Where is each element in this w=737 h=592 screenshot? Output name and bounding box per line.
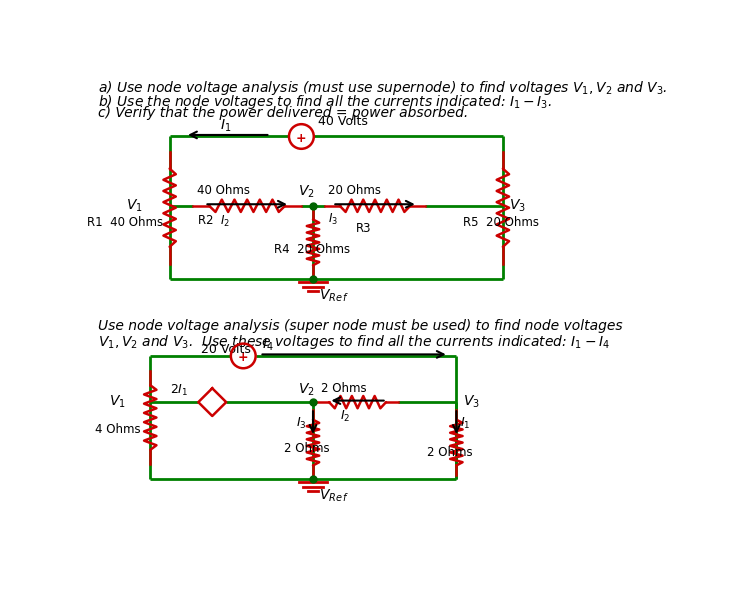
Text: $I_1$: $I_1$ — [220, 117, 231, 134]
Text: $2I_1$: $2I_1$ — [170, 383, 188, 398]
Text: $V_{Re\,f}$: $V_{Re\,f}$ — [319, 488, 349, 504]
Text: $I_3$: $I_3$ — [296, 416, 307, 431]
Text: R1  40 Ohms: R1 40 Ohms — [87, 216, 163, 229]
Text: 2 Ohms: 2 Ohms — [284, 442, 329, 455]
Text: R2  $I_2$: R2 $I_2$ — [197, 214, 230, 229]
Text: $I_1$: $I_1$ — [460, 416, 471, 431]
Text: +: + — [238, 351, 248, 364]
Text: $V_2$: $V_2$ — [298, 382, 315, 398]
Text: $V_2$: $V_2$ — [298, 184, 315, 200]
Text: 20 Volts: 20 Volts — [200, 343, 251, 356]
Text: R3: R3 — [356, 223, 371, 236]
Text: $V_3$: $V_3$ — [463, 394, 480, 410]
Text: 40 Volts: 40 Volts — [318, 115, 368, 128]
Text: 4 Ohms: 4 Ohms — [95, 423, 141, 436]
Text: $I_3$: $I_3$ — [329, 212, 338, 227]
Text: $V_1, V_2$ and $V_3$.  Use these voltages to find all the currents indicated: $I: $V_1, V_2$ and $V_3$. Use these voltages… — [98, 333, 610, 351]
Text: 2 Ohms: 2 Ohms — [427, 446, 472, 459]
Text: Use node voltage analysis (super node must be used) to find node voltages: Use node voltage analysis (super node mu… — [98, 319, 623, 333]
Text: b) Use the node voltages to find all the currents indicated: $I_1 - I_3$.: b) Use the node voltages to find all the… — [98, 92, 552, 111]
Text: a) Use node voltage analysis (must use supernode) to find voltages $V_1, V_2$ an: a) Use node voltage analysis (must use s… — [98, 79, 668, 96]
Text: $V_1$: $V_1$ — [126, 198, 143, 214]
Text: +: + — [296, 131, 307, 144]
Text: $I_2$: $I_2$ — [340, 408, 350, 423]
Text: $V_1$: $V_1$ — [109, 394, 126, 410]
Text: $V_3$: $V_3$ — [509, 198, 526, 214]
Text: R4  20 Ohms: R4 20 Ohms — [274, 243, 350, 256]
Text: $I_4$: $I_4$ — [262, 337, 273, 353]
Text: 20 Ohms: 20 Ohms — [329, 184, 382, 197]
Text: 40 Ohms: 40 Ohms — [197, 184, 250, 197]
Text: 2 Ohms: 2 Ohms — [321, 382, 366, 395]
Text: c) Verify that the power delivered = power absorbed.: c) Verify that the power delivered = pow… — [98, 107, 469, 120]
Text: $V_{Re\,f}$: $V_{Re\,f}$ — [319, 288, 349, 304]
Text: R5  20 Ohms: R5 20 Ohms — [463, 216, 539, 229]
